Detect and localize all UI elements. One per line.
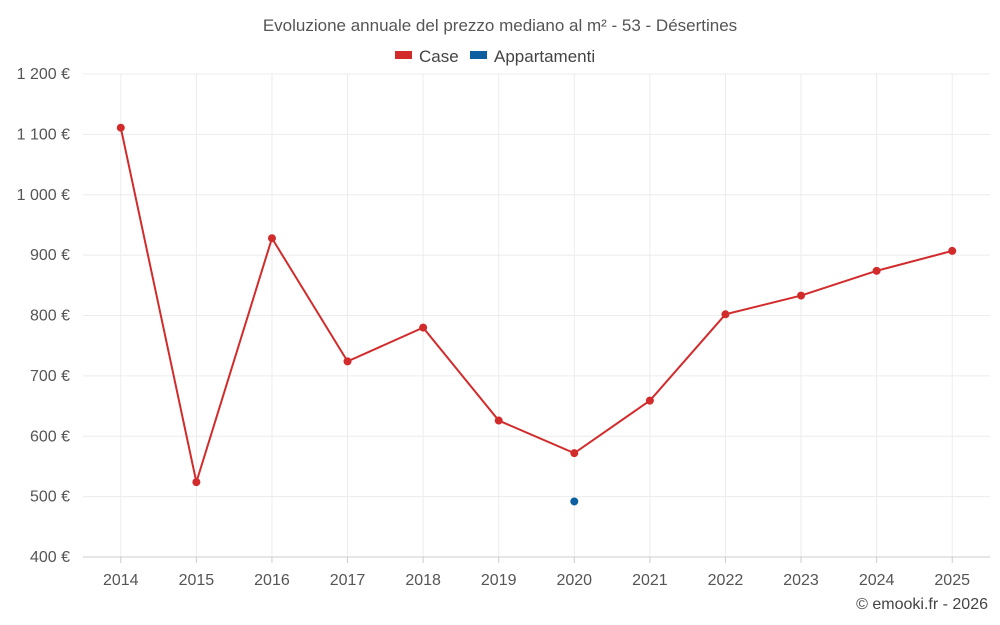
x-tick-label: 2018 xyxy=(405,572,441,589)
data-point-case[interactable] xyxy=(343,357,352,366)
x-tick-label: 2021 xyxy=(632,572,668,589)
x-tick-label: 2022 xyxy=(708,572,744,589)
legend-label-appartamenti[interactable]: Appartamenti xyxy=(494,47,595,66)
x-tick-label: 2019 xyxy=(481,572,517,589)
y-tick-label: 400 € xyxy=(30,549,70,566)
data-point-case[interactable] xyxy=(116,123,125,132)
x-tick-label: 2017 xyxy=(330,572,366,589)
gridlines xyxy=(83,73,990,557)
series xyxy=(116,123,957,506)
series-case xyxy=(116,123,957,487)
y-tick-label: 1 000 € xyxy=(17,187,70,204)
data-point-case[interactable] xyxy=(419,323,428,332)
x-tick-label: 2023 xyxy=(783,572,819,589)
series-appartamenti xyxy=(570,497,579,506)
x-tick-label: 2024 xyxy=(859,572,895,589)
x-tick-label: 2020 xyxy=(556,572,592,589)
legend: Case Appartamenti xyxy=(395,47,595,66)
y-tick-label: 800 € xyxy=(30,308,70,325)
axes: 400 € 500 € 600 € 700 € 800 € 900 € 1 000 € 1 1… xyxy=(17,66,990,589)
data-point-case[interactable] xyxy=(570,449,579,458)
data-point-case[interactable] xyxy=(494,416,503,425)
y-tick-label: 500 € xyxy=(30,489,70,506)
legend-swatch-case[interactable] xyxy=(395,51,412,59)
credit-text: © emooki.fr - 2026 xyxy=(856,596,988,613)
y-tick-label: 600 € xyxy=(30,428,70,445)
series-line-case xyxy=(119,127,953,487)
data-point-case[interactable] xyxy=(267,234,276,243)
x-tick-label: 2016 xyxy=(254,572,290,589)
data-point-case[interactable] xyxy=(797,291,806,300)
data-point-case[interactable] xyxy=(948,246,957,255)
legend-swatch-appartamenti[interactable] xyxy=(470,51,487,59)
data-point-case[interactable] xyxy=(645,396,654,405)
chart-title: Evoluzione annuale del prezzo mediano al… xyxy=(263,16,737,35)
x-tick-label: 2015 xyxy=(179,572,215,589)
legend-label-case[interactable]: Case xyxy=(419,47,459,66)
y-tick-label: 700 € xyxy=(30,368,70,385)
x-tick-label: 2014 xyxy=(103,572,139,589)
data-point-case[interactable] xyxy=(721,310,730,319)
data-point-appartamenti[interactable] xyxy=(570,497,579,506)
x-tick-label: 2025 xyxy=(934,572,970,589)
y-tick-label: 900 € xyxy=(30,247,70,264)
y-tick-label: 1 100 € xyxy=(17,126,70,143)
data-point-case[interactable] xyxy=(872,266,881,275)
y-tick-label: 1 200 € xyxy=(17,66,70,83)
data-point-case[interactable] xyxy=(192,478,201,487)
